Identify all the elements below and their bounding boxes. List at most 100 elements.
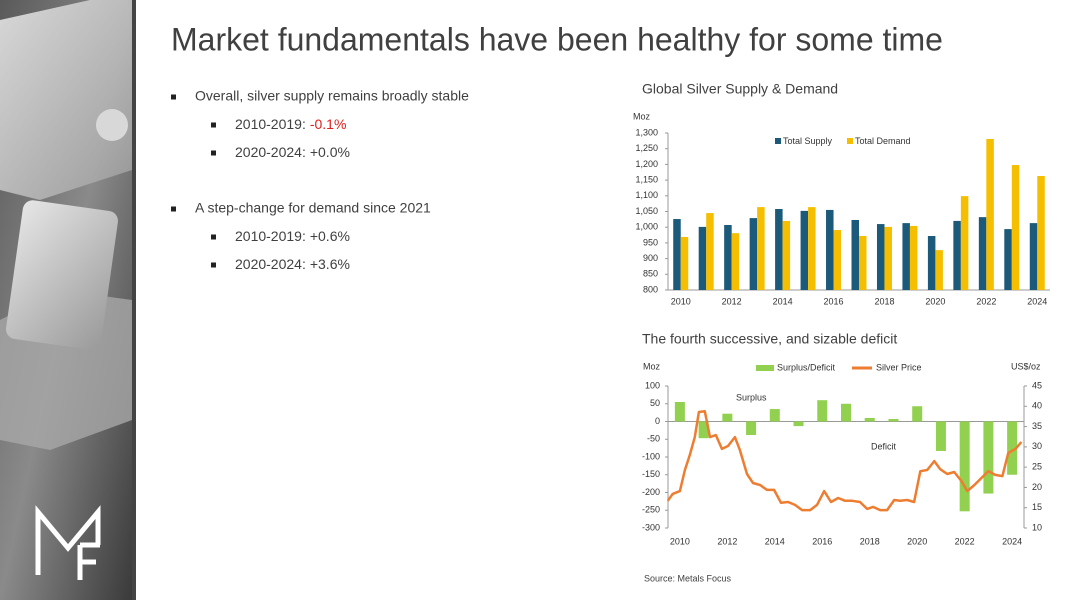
chart-title: The fourth successive, and sizable defic… (642, 331, 897, 347)
x-tick-label: 2022 (955, 536, 975, 546)
bar (935, 250, 943, 290)
value: -0.1% (310, 116, 347, 132)
sub-bullet: 2020-2024: +3.6% (235, 256, 350, 272)
bar (841, 403, 851, 422)
y-tick-label: 1,300 (635, 127, 658, 137)
x-tick-label: 2022 (976, 296, 996, 306)
bullet-text: Overall, silver supply remains broadly s… (195, 88, 469, 104)
y-tick-label: 900 (643, 253, 658, 263)
x-tick-label: 2010 (671, 296, 691, 306)
bar (782, 220, 791, 290)
price-line (666, 409, 1023, 512)
y2-tick-label: 10 (1032, 522, 1042, 532)
y-tick-label: 1,200 (635, 159, 658, 169)
y2-tick-label: 25 (1032, 462, 1042, 472)
bar (680, 236, 689, 290)
bar (1037, 176, 1045, 290)
bar (1011, 165, 1020, 290)
bar (826, 209, 834, 290)
y-tick-label: -200 (642, 487, 660, 497)
label: 2020-2024: (235, 256, 306, 272)
bullet-marker (171, 94, 176, 100)
legend-label: Surplus/Deficit (777, 362, 836, 372)
x-tick-label: 2014 (773, 296, 793, 306)
bar (698, 226, 707, 290)
y-axis-label: Moz (643, 361, 661, 371)
legend-swatch (847, 138, 853, 144)
bar (1007, 421, 1018, 475)
legend-swatch (775, 138, 781, 144)
bullet-text: A step-change for demand since 2021 (195, 200, 431, 216)
bar (800, 210, 809, 290)
bar (1029, 223, 1038, 290)
legend-label: Total Supply (783, 136, 833, 146)
bar (757, 207, 765, 290)
sub-bullet: 2010-2019: +0.6% (235, 228, 350, 244)
bar (722, 413, 733, 422)
y2-tick-label: 35 (1032, 421, 1042, 431)
bar (884, 226, 892, 290)
bullet-marker (211, 122, 216, 128)
x-tick-label: 2018 (860, 536, 880, 546)
bar (912, 406, 923, 422)
x-tick-label: 2024 (1002, 536, 1022, 546)
bar (983, 421, 994, 494)
y-tick-label: 1,000 (635, 222, 658, 232)
sub-bullet: 2020-2024: +0.0% (235, 144, 350, 160)
label: 2010-2019: (235, 228, 306, 244)
y-tick-label: -300 (642, 522, 660, 532)
y2-tick-label: 15 (1032, 502, 1042, 512)
x-tick-label: 2020 (907, 536, 927, 546)
slide-title: Market fundamentals have been healthy fo… (171, 21, 943, 57)
bar (902, 223, 910, 290)
bar (1004, 229, 1012, 290)
bar (909, 225, 918, 290)
x-tick-label: 2012 (717, 536, 737, 546)
bar (851, 219, 859, 290)
value: +3.6% (310, 256, 350, 272)
y-tick-label: 850 (643, 269, 658, 279)
bullet-marker (211, 234, 216, 240)
y-tick-label: 50 (650, 398, 660, 408)
bar (953, 220, 961, 290)
bullet-marker (211, 150, 216, 156)
y-tick-label: -100 (642, 451, 660, 461)
y-tick-label: 800 (643, 284, 658, 294)
bar (978, 217, 987, 290)
bar (864, 417, 875, 422)
sub-bullet: 2010-2019: -0.1% (235, 116, 346, 132)
y2-tick-label: 45 (1032, 380, 1042, 390)
x-tick-label: 2016 (812, 536, 832, 546)
chart-title: Global Silver Supply & Demand (642, 81, 838, 97)
bar (888, 419, 899, 422)
y2-axis-label: US$/oz (1011, 361, 1041, 371)
x-tick-label: 2020 (925, 296, 945, 306)
y-tick-label: -150 (642, 469, 660, 479)
legend-swatch (756, 365, 774, 371)
y-tick-label: 950 (643, 237, 658, 247)
bar (986, 138, 994, 290)
y2-tick-label: 40 (1032, 401, 1042, 411)
y-tick-label: -50 (647, 434, 660, 444)
bar (876, 224, 885, 290)
legend-label: Total Demand (855, 136, 911, 146)
bullet-marker (171, 206, 176, 212)
bar (706, 213, 714, 290)
bar (935, 421, 946, 451)
bar (769, 409, 780, 422)
y-tick-label: 1,100 (635, 190, 658, 200)
y-axis-label: Moz (633, 111, 651, 121)
bar (724, 225, 732, 290)
label: 2020-2024: (235, 144, 306, 160)
y-tick-label: 1,250 (635, 143, 658, 153)
y-tick-label: 0 (655, 416, 660, 426)
bar (674, 401, 685, 422)
bar (808, 207, 816, 290)
y-tick-label: 100 (645, 380, 660, 390)
bar (960, 196, 969, 290)
x-tick-label: 2010 (670, 536, 690, 546)
bullet-marker (211, 262, 216, 268)
source: Source: Metals Focus (644, 573, 732, 583)
bar (698, 421, 709, 439)
bar (959, 421, 970, 512)
